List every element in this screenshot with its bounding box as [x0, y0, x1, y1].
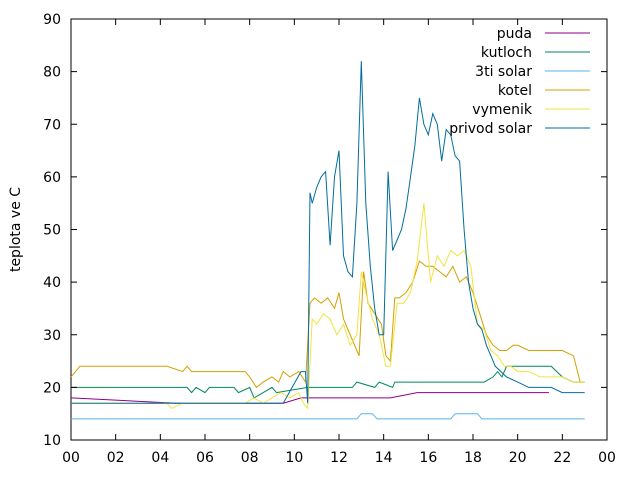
series-line-kotel [70, 260, 585, 389]
series-lines [70, 61, 585, 420]
y-axis-label: teplota ve C [8, 187, 24, 272]
legend-label: 3ti solar [475, 64, 532, 80]
x-tick-label: 20 [509, 450, 527, 466]
y-tick-label: 40 [43, 275, 61, 291]
y-tick-label: 70 [43, 117, 61, 133]
x-tick-label: 02 [107, 450, 125, 466]
x-tick-label: 12 [330, 450, 348, 466]
series-line-puda [70, 392, 549, 404]
y-tick-label: 50 [43, 223, 61, 239]
y-tick-label: 80 [43, 65, 61, 81]
axis-ticks: 00 02 04 06 08 10 12 14 16 18 20 22 0010203040506070… [43, 12, 616, 466]
series-line-privod-solar [71, 61, 585, 404]
y-tick-label: 30 [43, 328, 61, 344]
legend-label: vymenik [472, 102, 533, 118]
x-tick-label: 10 [285, 450, 303, 466]
x-tick-label: 06 [196, 450, 214, 466]
x-tick-label: 14 [375, 450, 393, 466]
y-tick-label: 10 [43, 433, 61, 449]
legend-label: kotel [498, 83, 532, 99]
series-line-vymenik [71, 203, 585, 410]
series-line-kutloch [71, 365, 585, 399]
y-tick-label: 20 [43, 380, 61, 396]
series-line-3ti-solar [71, 413, 585, 420]
x-tick-label: 18 [464, 450, 482, 466]
y-tick-label: 60 [43, 170, 61, 186]
legend-label: kutloch [481, 45, 532, 61]
x-tick-label: 22 [553, 450, 571, 466]
x-tick-label: 00 [62, 450, 80, 466]
x-tick-label: 16 [419, 450, 437, 466]
legend-label: privod solar [449, 121, 532, 137]
y-tick-label: 90 [43, 12, 61, 28]
x-tick-label: 08 [241, 450, 259, 466]
legend-label: puda [497, 26, 532, 42]
x-tick-label: 04 [151, 450, 169, 466]
legend: puda kutloch 3ti solar kotel vymenik privod s… [449, 26, 590, 137]
x-tick-label: 00 [598, 450, 616, 466]
